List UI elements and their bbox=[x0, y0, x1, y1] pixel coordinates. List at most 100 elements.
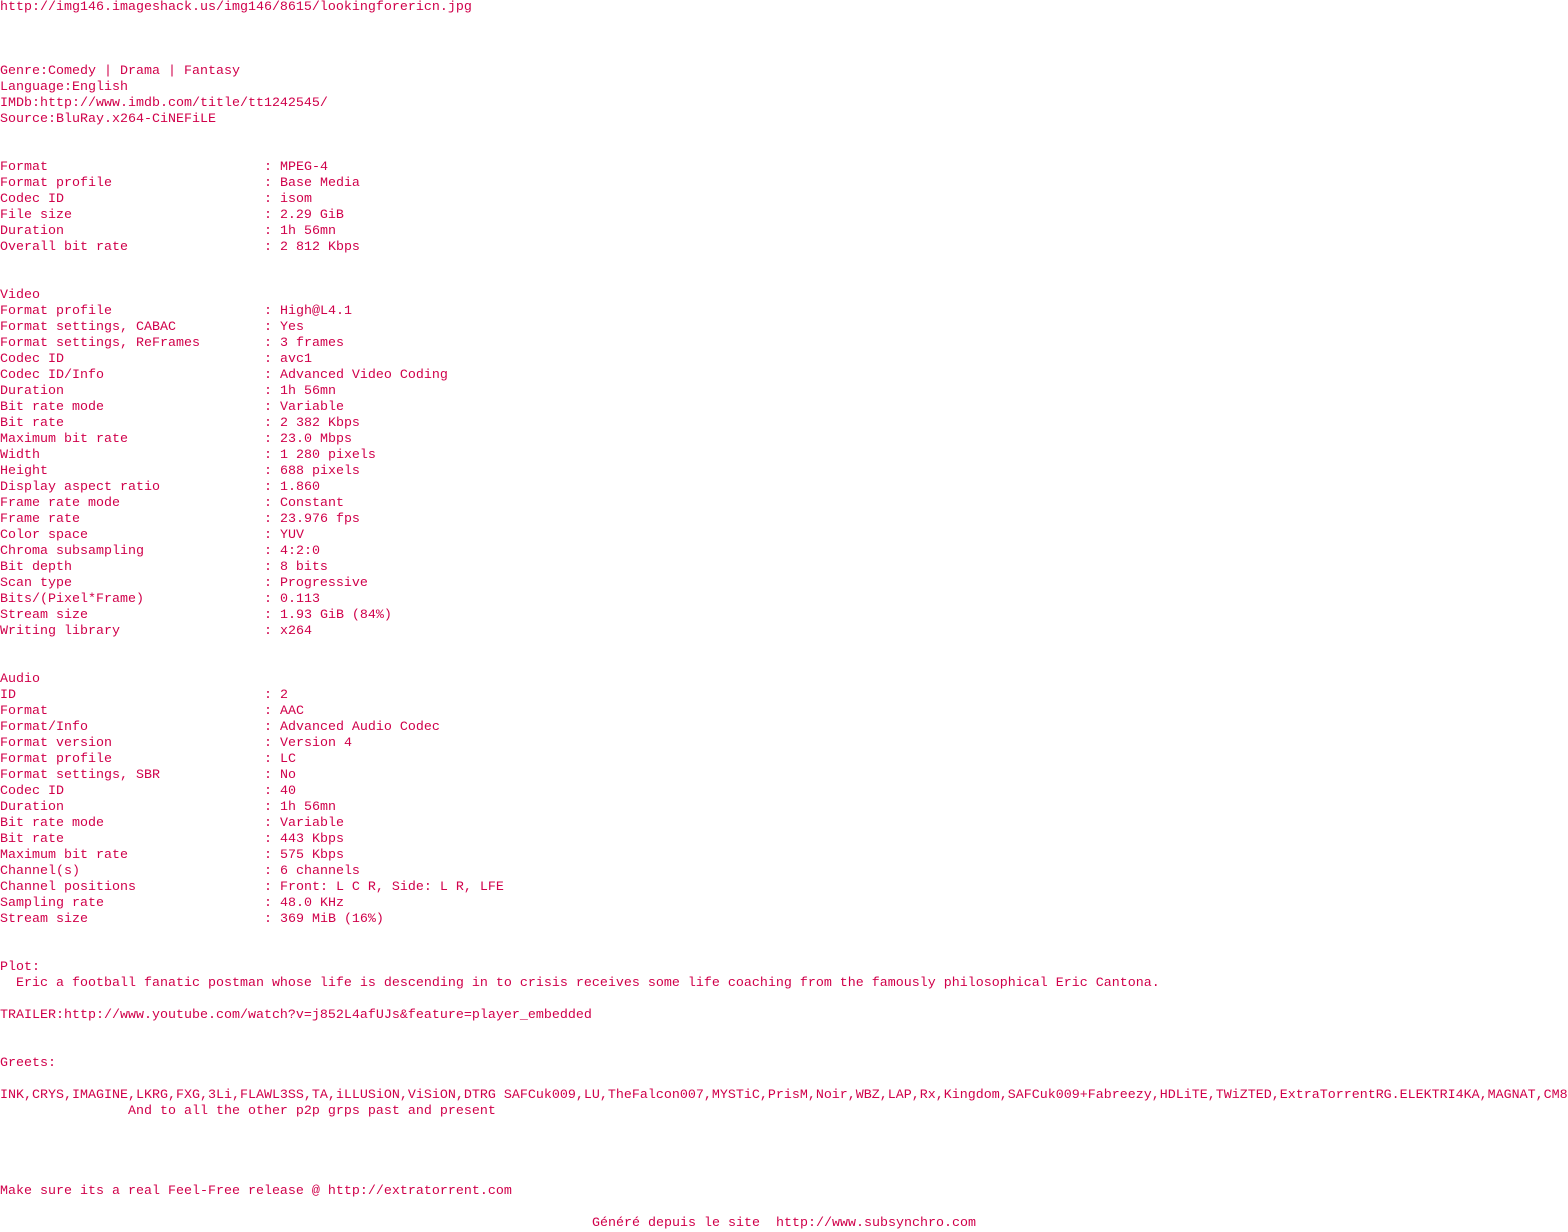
field-separator: : bbox=[159, 768, 280, 783]
field-label: Stream size bbox=[0, 608, 88, 623]
field-value: Progressive bbox=[279, 576, 368, 591]
field-value: No bbox=[279, 768, 296, 783]
field-label: Format settings, CABAC bbox=[0, 320, 176, 335]
field-separator: : bbox=[175, 320, 280, 335]
field-separator: : bbox=[159, 480, 280, 495]
field-value: 1h 56mn bbox=[279, 800, 336, 815]
info-field-row: Frame rate : 23.976 fps bbox=[0, 512, 1568, 528]
genre: Genre:Comedy | Drama | Fantasy bbox=[0, 64, 240, 79]
field-separator: : bbox=[64, 192, 280, 207]
field-label: Writing library bbox=[0, 624, 120, 639]
field-value: 2.29 GiB bbox=[279, 208, 344, 223]
info-field-row: Bit rate mode : Variable bbox=[0, 816, 1568, 832]
field-label: Format bbox=[0, 704, 48, 719]
field-value: 23.0 Mbps bbox=[279, 432, 352, 447]
video-section-title: Video bbox=[0, 288, 40, 303]
blank-line bbox=[0, 928, 1568, 944]
field-label: Display aspect ratio bbox=[0, 480, 160, 495]
field-separator: : bbox=[79, 512, 280, 527]
field-label: Bit rate mode bbox=[0, 816, 104, 831]
image-url: http://img146.imageshack.us/img146/8615/… bbox=[0, 0, 472, 15]
info-field-row: Frame rate mode : Constant bbox=[0, 496, 1568, 512]
info-field-row: Bit rate : 443 Kbps bbox=[0, 832, 1568, 848]
field-label: Maximum bit rate bbox=[0, 432, 128, 447]
language: Language:English bbox=[0, 80, 128, 95]
field-label: Format settings, ReFrames bbox=[0, 336, 200, 351]
field-value: 48.0 KHz bbox=[279, 896, 344, 911]
field-label: Bit rate bbox=[0, 832, 64, 847]
field-value: 1.93 GiB (84%) bbox=[279, 608, 392, 623]
info-field-row: Duration : 1h 56mn bbox=[0, 800, 1568, 816]
field-separator: : bbox=[64, 224, 280, 239]
field-separator: : bbox=[64, 352, 280, 367]
field-label: Format profile bbox=[0, 176, 112, 191]
field-separator: : bbox=[71, 576, 280, 591]
info-field-row: Bit rate : 2 382 Kbps bbox=[0, 416, 1568, 432]
field-label: Format version bbox=[0, 736, 112, 751]
field-value: 2 bbox=[279, 688, 288, 703]
field-separator: : bbox=[71, 208, 280, 223]
blank-line bbox=[0, 944, 1568, 960]
info-field-row: Channel positions : Front: L C R, Side: … bbox=[0, 880, 1568, 896]
field-label: Overall bit rate bbox=[0, 240, 128, 255]
field-separator: : bbox=[64, 800, 280, 815]
info-field-row: Codec ID : 40 bbox=[0, 784, 1568, 800]
field-value: 575 Kbps bbox=[279, 848, 344, 863]
field-value: 8 bits bbox=[279, 560, 328, 575]
field-label: Format bbox=[0, 160, 48, 175]
field-value: 40 bbox=[279, 784, 296, 799]
field-label: Bit depth bbox=[0, 560, 72, 575]
field-value: Constant bbox=[279, 496, 344, 511]
field-separator: : bbox=[103, 400, 280, 415]
field-separator: : bbox=[87, 608, 280, 623]
field-value: Version 4 bbox=[279, 736, 352, 751]
field-value: 1.860 bbox=[279, 480, 320, 495]
trailer-link: TRAILER:http://www.youtube.com/watch?v=j… bbox=[0, 1008, 592, 1023]
field-label: Duration bbox=[0, 224, 64, 239]
info-field-row: File size : 2.29 GiB bbox=[0, 208, 1568, 224]
imdb-link: IMDb:http://www.imdb.com/title/tt1242545… bbox=[0, 96, 328, 111]
field-separator: : bbox=[111, 752, 280, 767]
field-separator: : bbox=[143, 592, 280, 607]
field-value: AAC bbox=[279, 704, 304, 719]
field-label: Bit rate mode bbox=[0, 400, 104, 415]
blank-line bbox=[0, 48, 1568, 64]
field-value: avc1 bbox=[279, 352, 312, 367]
info-field-row: Maximum bit rate : 575 Kbps bbox=[0, 848, 1568, 864]
release-note: Make sure its a real Feel-Free release @… bbox=[0, 1184, 512, 1199]
blank-line bbox=[0, 1040, 1568, 1056]
field-value: Yes bbox=[279, 320, 304, 335]
field-separator: : bbox=[103, 816, 280, 831]
blank-line bbox=[0, 1024, 1568, 1040]
field-label: Width bbox=[0, 448, 40, 463]
field-label: Duration bbox=[0, 384, 64, 399]
blank-line bbox=[0, 1072, 1568, 1088]
field-label: Codec ID bbox=[0, 784, 64, 799]
field-separator: : bbox=[79, 864, 280, 879]
field-value: 2 812 Kbps bbox=[279, 240, 360, 255]
field-value: Front: L C R, Side: L R, LFE bbox=[279, 880, 504, 895]
blank-line bbox=[0, 1120, 1568, 1136]
field-separator: : bbox=[111, 176, 280, 191]
info-field-row: Format : AAC bbox=[0, 704, 1568, 720]
info-field-row: Chroma subsampling : 4:2:0 bbox=[0, 544, 1568, 560]
info-field-row: Display aspect ratio : 1.860 bbox=[0, 480, 1568, 496]
field-separator: : bbox=[48, 464, 280, 479]
field-label: Bit rate bbox=[0, 416, 64, 431]
plot-label: Plot: bbox=[0, 960, 40, 975]
field-separator: : bbox=[119, 624, 280, 639]
field-label: File size bbox=[0, 208, 72, 223]
field-label: Channel positions bbox=[0, 880, 136, 895]
info-field-row: Format settings, ReFrames : 3 frames bbox=[0, 336, 1568, 352]
field-label: Format/Info bbox=[0, 720, 88, 735]
info-field-row: Overall bit rate : 2 812 Kbps bbox=[0, 240, 1568, 256]
field-label: Format profile bbox=[0, 304, 112, 319]
field-value: Variable bbox=[279, 816, 344, 831]
source: Source:BluRay.x264-CiNEFiLE bbox=[0, 112, 216, 127]
info-field-row: Codec ID/Info : Advanced Video Coding bbox=[0, 368, 1568, 384]
field-separator: : bbox=[48, 704, 280, 719]
field-separator: : bbox=[64, 832, 280, 847]
field-value: 2 382 Kbps bbox=[279, 416, 360, 431]
field-separator: : bbox=[127, 848, 280, 863]
field-separator: : bbox=[87, 528, 280, 543]
